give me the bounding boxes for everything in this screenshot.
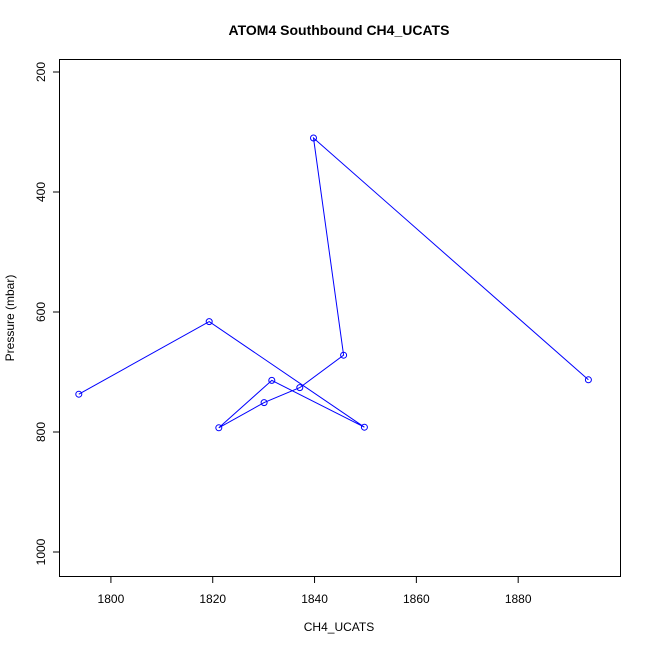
data-point	[310, 134, 317, 142]
data-point	[215, 424, 223, 432]
x-tick-label: 1800	[98, 592, 125, 606]
x-tick-label: 1840	[301, 592, 328, 606]
y-tick-label: 200	[34, 62, 48, 82]
data-point	[360, 423, 368, 431]
x-tick-label: 1860	[403, 592, 430, 606]
data-point	[205, 318, 213, 326]
y-tick-label: 800	[34, 422, 48, 442]
data-point	[584, 376, 592, 384]
y-tick-label: 1000	[34, 538, 48, 565]
data-point	[75, 390, 83, 398]
series-layer	[75, 134, 592, 432]
y-tick-label: 600	[34, 302, 48, 322]
y-axis: 200 400 600 800 1000	[34, 62, 60, 565]
chart-title: ATOM4 Southbound CH4_UCATS	[229, 22, 450, 38]
y-axis-label: Pressure (mbar)	[3, 275, 17, 362]
plot-frame	[59, 59, 621, 577]
x-axis-label: CH4_UCATS	[304, 620, 374, 634]
data-point	[268, 376, 276, 384]
data-point	[296, 384, 304, 392]
series-line	[78, 136, 589, 429]
x-tick-label: 1880	[505, 592, 532, 606]
data-point	[260, 399, 268, 407]
x-tick-label: 1820	[199, 592, 226, 606]
data-point	[340, 351, 348, 359]
y-tick-label: 400	[34, 182, 48, 202]
x-axis: 1800 1820 1840 1860 1880	[98, 576, 532, 606]
